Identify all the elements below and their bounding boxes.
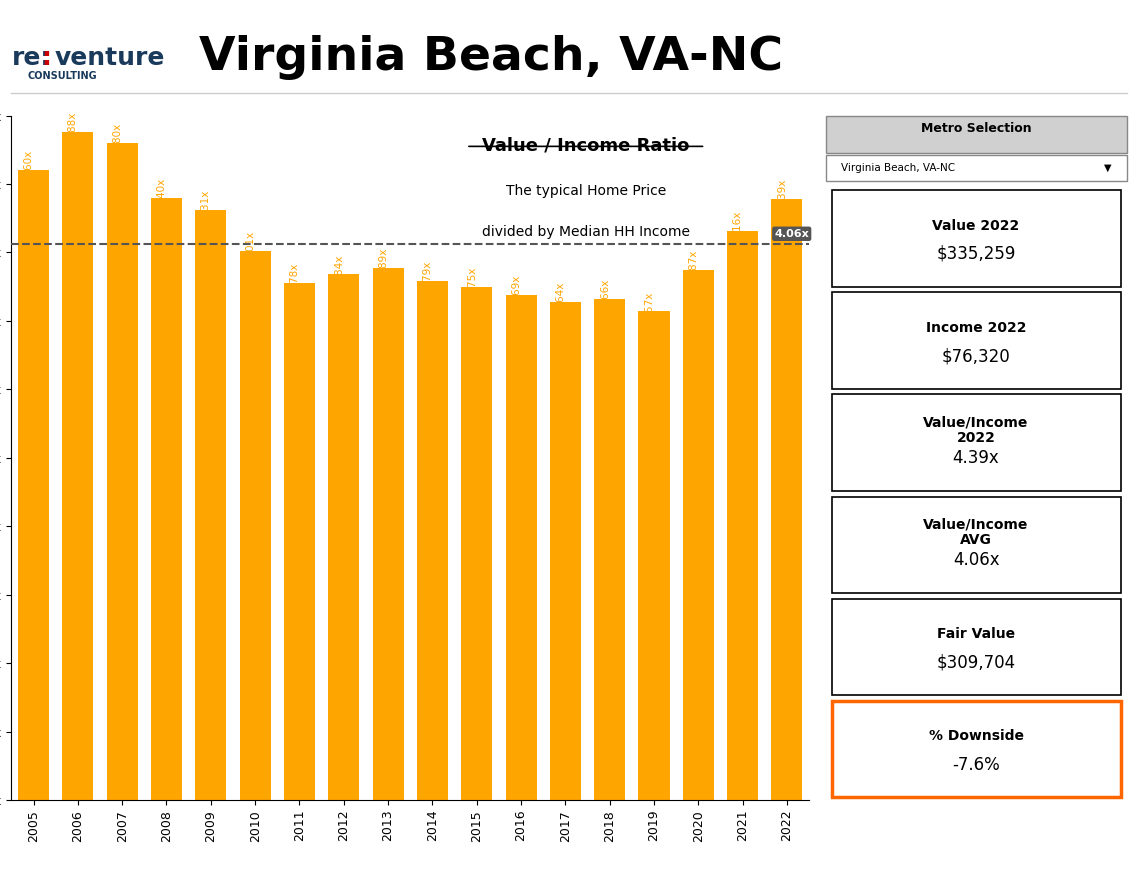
Text: 4.88x: 4.88x [68, 112, 77, 141]
Bar [505, 295, 536, 800]
Text: :: : [41, 46, 51, 69]
Bar [594, 299, 625, 800]
Bar [63, 132, 93, 800]
Bar [284, 283, 315, 800]
Text: $335,259: $335,259 [937, 245, 1016, 263]
Bar [196, 210, 226, 800]
Bar [18, 171, 49, 800]
Text: 4.39x: 4.39x [953, 449, 999, 468]
FancyBboxPatch shape [825, 116, 1127, 153]
FancyBboxPatch shape [832, 701, 1121, 797]
Text: re:: re: [11, 46, 50, 69]
Bar [240, 251, 271, 800]
Bar [107, 143, 138, 800]
Text: 4.39x: 4.39x [777, 179, 787, 208]
Text: 4.06x: 4.06x [953, 551, 999, 569]
Bar [727, 230, 758, 800]
Bar [461, 286, 493, 800]
Text: 3.84x: 3.84x [333, 254, 344, 284]
Text: -7.6%: -7.6% [953, 756, 1000, 773]
FancyBboxPatch shape [832, 190, 1121, 287]
Text: The typical Home Price: The typical Home Price [505, 184, 666, 198]
Text: Metro Selection: Metro Selection [921, 123, 1031, 135]
Text: Virginia Beach, VA-NC: Virginia Beach, VA-NC [199, 36, 783, 80]
Bar [638, 311, 669, 800]
Text: Value / Income Ratio: Value / Income Ratio [483, 136, 690, 154]
Text: 3.79x: 3.79x [422, 261, 432, 291]
Bar [372, 268, 404, 800]
Text: Fair Value: Fair Value [937, 628, 1015, 641]
Text: % Downside: % Downside [929, 730, 1023, 743]
FancyBboxPatch shape [832, 292, 1121, 388]
FancyBboxPatch shape [832, 497, 1121, 593]
FancyBboxPatch shape [825, 155, 1127, 180]
Text: 3.66x: 3.66x [600, 279, 610, 308]
Text: Value/Income
2022: Value/Income 2022 [923, 415, 1029, 445]
Bar [550, 301, 580, 800]
Text: venture: venture [55, 46, 165, 69]
Text: 3.75x: 3.75x [467, 267, 477, 296]
Text: divided by Median HH Income: divided by Median HH Income [481, 225, 690, 239]
FancyBboxPatch shape [832, 395, 1121, 491]
Text: 3.64x: 3.64x [555, 282, 566, 311]
Text: 4.01x: 4.01x [245, 231, 255, 260]
Bar [683, 270, 714, 800]
Text: 3.69x: 3.69x [511, 275, 521, 304]
Bar [772, 199, 802, 800]
Text: Virginia Beach, VA-NC: Virginia Beach, VA-NC [841, 163, 955, 172]
Text: 4.40x: 4.40x [157, 178, 166, 207]
Text: Value 2022: Value 2022 [932, 219, 1020, 233]
Text: Income 2022: Income 2022 [926, 321, 1026, 335]
Text: 3.78x: 3.78x [289, 262, 299, 292]
Text: 3.89x: 3.89x [378, 247, 388, 276]
Text: 4.31x: 4.31x [200, 190, 211, 220]
Text: Value/Income
AVG: Value/Income AVG [923, 517, 1029, 548]
Text: 4.80x: 4.80x [113, 123, 122, 152]
Bar [151, 197, 182, 800]
Text: 4.60x: 4.60x [24, 150, 33, 180]
FancyBboxPatch shape [832, 598, 1121, 695]
Text: 3.87x: 3.87x [688, 250, 699, 279]
Text: 3.57x: 3.57x [644, 292, 654, 321]
Bar [328, 275, 360, 800]
Text: 4.06x: 4.06x [774, 228, 809, 239]
Text: ▼: ▼ [1104, 163, 1112, 172]
Text: $309,704: $309,704 [937, 653, 1016, 671]
Text: $76,320: $76,320 [942, 347, 1011, 365]
Text: CONSULTING: CONSULTING [27, 71, 97, 82]
Text: 4.16x: 4.16x [733, 211, 743, 240]
Bar [417, 281, 448, 800]
